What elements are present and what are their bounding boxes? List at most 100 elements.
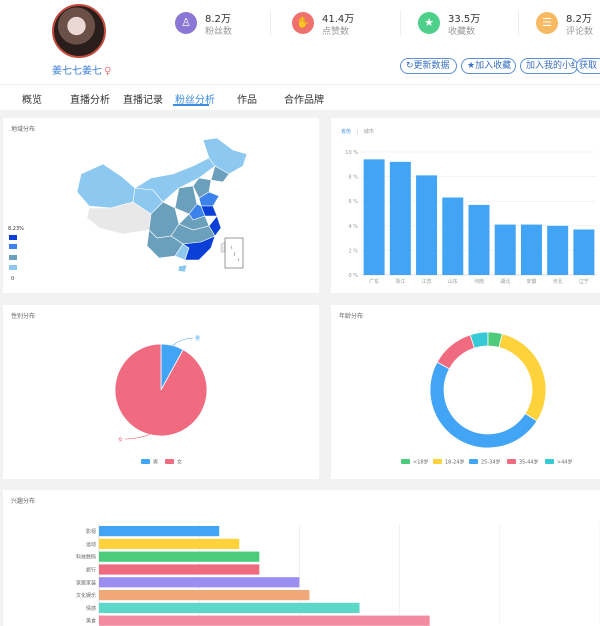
bar [99,538,240,549]
pie-slice [114,343,208,437]
category-label: 旅行 [86,567,96,574]
legend-label: 18-24岁 [445,459,465,466]
get-button-label: 获取 [579,61,598,71]
x-tick-label: 辽宁 [579,278,589,285]
category-label: 文化娱乐 [76,592,96,599]
map-region [202,137,248,175]
china-map[interactable]: 8.23% 0 [3,118,319,293]
donut-slice [436,334,475,370]
gender-pie-chart: 男女男女 [114,336,208,466]
star-icon: ★ [418,12,440,34]
category-label: 美食 [86,618,96,625]
add-to-list-label: 加入我的小红书 [526,61,577,71]
interest-card: 兴趣分布 影视运动科技数码旅行家居家装文化娱乐情感美食时尚 [3,490,600,626]
legend-swatch [401,459,410,464]
map-region [210,165,230,183]
legend-swatch [433,459,442,464]
female-icon: ♀ [104,66,112,77]
tab-fans-analysis[interactable]: 粉丝分析 [175,95,215,106]
legend-label: 男 [153,460,158,466]
active-tab-indicator [173,104,209,106]
tab-works[interactable]: 作品 [237,95,257,106]
stat-value: 8.2万 [566,14,592,25]
stat-label: 粉丝数 [205,27,233,37]
bar [389,161,411,275]
toggle-province[interactable]: 省份 [341,129,352,135]
stat-value: 41.4万 [322,14,355,25]
region-bar-chart: 0 % 2 % 4 % 6 % 8 % 10 % 广东 浙江 江苏 山东 河南 湖北 安徽 河北 辽宁 [345,150,597,285]
map-region [76,163,136,209]
get-button[interactable]: 获取 [576,58,600,74]
divider [400,10,401,36]
donut-slice [429,361,538,449]
donut-slice [498,333,547,422]
nickname: 姜七七姜七 ♀ [52,62,111,77]
interest-bar-chart: 影视运动科技数码旅行家居家装文化娱乐情感美食时尚 [76,524,600,626]
add-to-list-button[interactable]: 加入我的小红书 [520,58,578,74]
bar [468,204,490,275]
toggle-city[interactable]: 城市 [363,129,374,135]
y-tick-label: 10 % [345,150,358,156]
stat-label: 收藏数 [448,27,476,37]
leader-line [124,434,150,440]
tab-live-records[interactable]: 直播记录 [123,95,163,106]
x-tick-label: 浙江 [395,278,405,285]
toggle-divider: | [356,129,359,135]
category-label: 影视 [86,528,96,535]
card-title: 性别分布 [11,313,36,320]
y-tick-label: 0 % [348,273,358,279]
card-title: 地域分布 [11,126,36,133]
leader-line [172,337,194,346]
south-sea-inset [224,237,244,269]
bar [573,229,595,275]
bar [99,564,260,575]
x-tick-label: 河南 [474,278,484,285]
legend-max: 8.23% [8,226,24,232]
nickname-text: 姜七七姜七 [52,66,102,77]
island-dots [230,245,240,262]
tab-bar: 概览 直播分析 直播记录 粉丝分析 作品 合作品牌 [0,84,600,110]
region-toggle: 省份 | 城市 [341,128,374,135]
comment-icon: ☰ [536,12,558,34]
x-tick-label: 广东 [369,278,379,285]
y-tick-label: 6 % [348,199,358,205]
bar [99,602,360,613]
legend-swatch [9,265,17,270]
bar [547,225,569,275]
tab-live-analysis[interactable]: 直播分析 [70,95,110,106]
category-label: 科技数码 [76,554,96,561]
thumb-up-icon: ✋ [292,12,314,34]
add-favorite-button[interactable]: ★加入收藏 [461,58,516,74]
x-tick-label: 河北 [553,278,563,285]
slice-label: 男 [195,336,200,342]
legend-label: 35-44岁 [519,459,539,466]
gender-card: 性别分布 男女男女 [3,305,319,479]
map-region [174,185,198,215]
region-map-card: 地域分布 [3,118,319,293]
update-data-button[interactable]: ↻更新数据 [400,58,457,74]
legend-min: 0 [11,276,14,282]
age-card: 年龄分布 <18岁 18-24岁 25-34岁 35-44岁 >44岁 [331,305,600,479]
map-region [192,177,212,199]
legend-swatch [469,459,478,464]
tab-brands[interactable]: 合作品牌 [284,95,324,106]
legend-label: 25-34岁 [481,459,501,466]
legend-swatch [9,244,17,249]
map-region [200,205,218,217]
map-region [220,241,226,253]
add-favorite-label: 加入收藏 [475,61,512,71]
y-tick-label: 2 % [348,248,358,254]
avatar[interactable] [52,4,106,58]
tab-overview[interactable]: 概览 [22,95,42,106]
user-icon: ♙ [175,12,197,34]
x-tick-label: 湖北 [500,278,510,285]
update-data-label: 更新数据 [413,61,450,71]
region-bar-card: 省份 | 城市 0 % 2 % 4 % 6 % 8 % 10 % 广东 浙江 江苏 山东 河南 湖北 安… [331,118,600,293]
stat-value: 8.2万 [205,14,231,25]
bar [363,159,385,275]
age-donut-chart: <18岁 18-24岁 25-34岁 35-44岁 >44岁 [401,331,573,466]
bar [99,590,310,601]
map-region [177,264,188,273]
map-region [182,235,216,261]
legend-swatch [507,459,516,464]
